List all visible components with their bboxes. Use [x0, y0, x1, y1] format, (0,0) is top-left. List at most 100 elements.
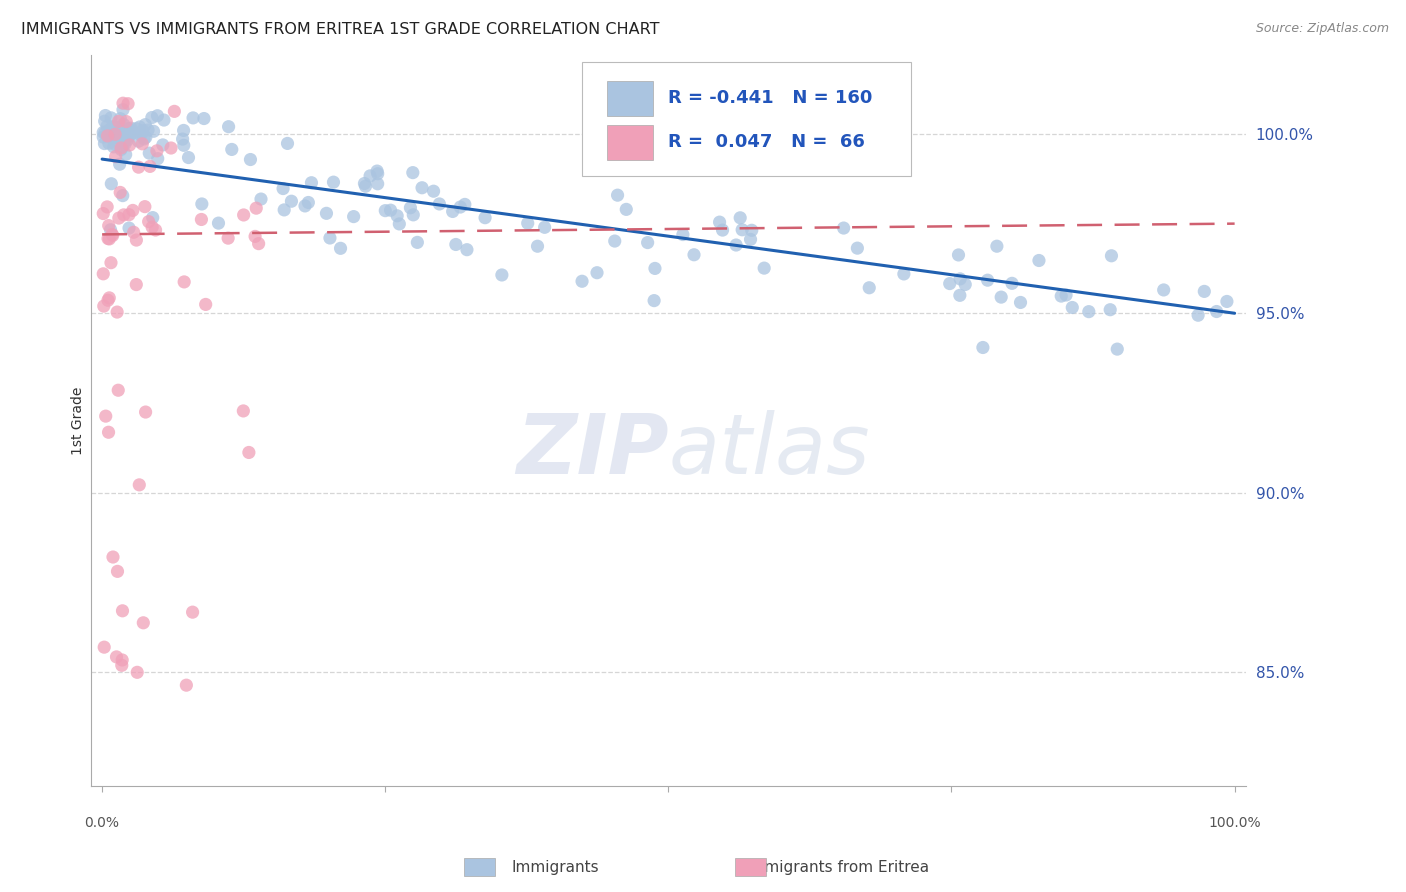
Point — [271, 181, 294, 195]
Point — [107, 129, 129, 144]
Point — [191, 197, 214, 211]
Point — [177, 151, 200, 165]
Point — [1187, 308, 1209, 322]
Point — [93, 299, 115, 313]
Point — [110, 112, 132, 126]
Point — [153, 113, 176, 128]
Point — [112, 133, 135, 147]
Text: R =  0.047   N =  66: R = 0.047 N = 66 — [668, 133, 865, 151]
Point — [1101, 249, 1123, 263]
Point — [104, 137, 127, 152]
Point — [163, 104, 186, 119]
Point — [367, 167, 389, 181]
Point — [97, 231, 120, 245]
Text: ZIP: ZIP — [516, 409, 668, 491]
FancyBboxPatch shape — [607, 81, 654, 116]
Point — [114, 128, 136, 142]
Text: Immigrants: Immigrants — [512, 860, 599, 874]
Point — [709, 215, 731, 229]
Point — [111, 96, 134, 111]
Point — [614, 202, 637, 217]
Point — [93, 114, 115, 128]
Point — [740, 232, 762, 246]
Point — [586, 266, 609, 280]
Point — [491, 268, 513, 282]
Point — [111, 127, 134, 141]
Point — [96, 128, 118, 143]
Point — [103, 140, 125, 154]
Point — [97, 219, 120, 233]
Point — [388, 217, 411, 231]
Point — [359, 169, 381, 183]
Point — [986, 239, 1008, 253]
Point — [139, 160, 162, 174]
Point — [101, 228, 124, 243]
Point — [138, 146, 160, 161]
Point — [100, 177, 122, 191]
Point — [322, 175, 344, 189]
Point — [117, 130, 139, 145]
Point — [354, 179, 377, 194]
Point — [725, 238, 748, 252]
Point — [238, 445, 260, 459]
Point — [114, 136, 136, 151]
Point — [110, 130, 132, 145]
Point — [98, 130, 121, 145]
Point — [444, 237, 467, 252]
Point — [832, 221, 855, 235]
Point — [181, 605, 204, 619]
Point — [114, 147, 136, 161]
Point — [117, 96, 139, 111]
Point — [118, 221, 141, 235]
Point — [173, 275, 195, 289]
Text: 0.0%: 0.0% — [84, 815, 120, 830]
Point — [172, 132, 194, 146]
Point — [120, 121, 142, 136]
Point — [221, 143, 243, 157]
Point — [101, 549, 124, 564]
Point — [125, 277, 148, 292]
Point — [243, 229, 266, 244]
Point — [138, 214, 160, 228]
Point — [122, 126, 145, 140]
Point — [105, 128, 128, 142]
Point — [711, 223, 734, 237]
Text: atlas: atlas — [668, 409, 870, 491]
Point — [110, 141, 132, 155]
Point — [273, 202, 295, 217]
Point — [94, 126, 117, 140]
Point — [858, 281, 880, 295]
Point — [526, 239, 548, 253]
Text: Source: ZipAtlas.com: Source: ZipAtlas.com — [1256, 22, 1389, 36]
Point — [108, 186, 131, 200]
Point — [173, 123, 195, 137]
Point — [129, 128, 152, 142]
Point — [110, 123, 132, 137]
Point — [329, 241, 352, 255]
Point — [98, 232, 121, 246]
Point — [643, 293, 665, 308]
Point — [239, 153, 262, 167]
Point — [100, 255, 122, 269]
Point — [91, 125, 114, 139]
Point — [456, 243, 478, 257]
Point — [104, 120, 127, 134]
Point — [132, 615, 155, 630]
Point — [91, 130, 114, 145]
Point — [107, 114, 129, 128]
Point — [474, 211, 496, 225]
Point — [122, 225, 145, 239]
Point — [1062, 301, 1084, 315]
Point — [135, 130, 157, 145]
Point — [96, 200, 118, 214]
Y-axis label: 1st Grade: 1st Grade — [72, 386, 86, 455]
Point — [108, 211, 131, 225]
Point — [232, 404, 254, 418]
Point — [127, 665, 149, 680]
Point — [128, 134, 150, 148]
Point — [728, 211, 751, 225]
Point — [406, 235, 429, 250]
Point — [1099, 302, 1122, 317]
Text: Immigrants from Eritrea: Immigrants from Eritrea — [745, 860, 928, 874]
Point — [976, 273, 998, 287]
